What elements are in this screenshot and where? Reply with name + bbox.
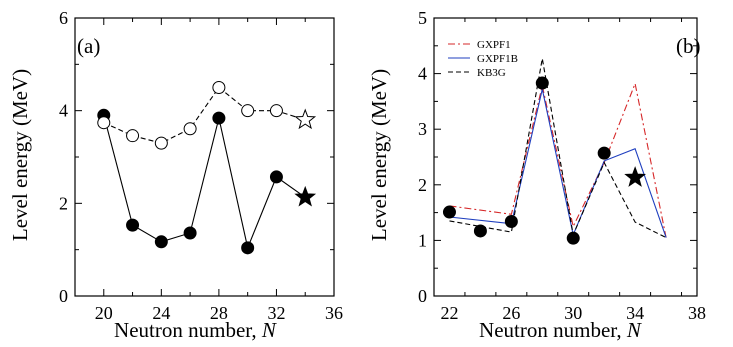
panel-b-x-axis-label-text: Neutron number,	[479, 318, 627, 342]
a-x-tick-label: 28	[210, 303, 228, 323]
b-series-gxpf1b-line	[449, 89, 667, 238]
legend-gxpf1-label: GXPF1	[477, 39, 511, 51]
b-data-point	[504, 214, 518, 228]
b-y-tick-label: 1	[418, 230, 427, 250]
a-data-point	[154, 136, 168, 150]
a-y-tick-label: 4	[59, 101, 68, 121]
panel-b-label: (b)	[676, 34, 701, 58]
a-y-tick-label: 2	[59, 193, 68, 213]
panel-b-series-lines	[449, 58, 667, 239]
legend-kb3g-label: KB3G	[477, 67, 506, 79]
a-x-tick-label: 20	[95, 303, 113, 323]
panel-b-x-axis-label: Neutron number, N	[479, 318, 642, 342]
b-x-tick-label: 26	[502, 303, 520, 323]
a-x-tick-label: 32	[267, 303, 285, 323]
b-y-tick-label: 2	[418, 175, 427, 195]
a-data-point	[183, 226, 197, 240]
panel-b-markers	[442, 76, 646, 245]
panel-a-markers	[97, 81, 317, 255]
b-y-tick-label: 5	[418, 8, 427, 28]
a-data-point	[183, 122, 197, 136]
b-data-point	[597, 146, 611, 160]
b-x-tick-label: 22	[440, 303, 458, 323]
a-data-point	[241, 104, 255, 118]
panel-a-label: (a)	[77, 34, 100, 58]
b-data-point	[535, 76, 549, 90]
a-y-tick-label: 6	[59, 8, 68, 28]
b-y-tick-label: 0	[418, 286, 427, 306]
b-x-tick-label: 30	[564, 303, 582, 323]
a-data-point	[241, 241, 255, 255]
b-y-tick-label: 3	[418, 119, 427, 139]
a-star-point	[294, 185, 317, 207]
legend-gxpf1b-label: GXPF1B	[477, 53, 518, 65]
a-x-tick-label: 36	[325, 303, 343, 323]
a-x-tick-label: 24	[152, 303, 170, 323]
a-data-point	[212, 81, 226, 94]
panel-a-plot-area	[74, 17, 335, 297]
panel-a-y-axis-label: Level energy (MeV)	[8, 69, 32, 241]
panel-b-legend: GXPF1 GXPF1B KB3G	[448, 39, 518, 79]
b-axes-frame	[433, 17, 698, 297]
a-star-point	[294, 108, 317, 130]
a-axes-frame	[74, 17, 335, 297]
b-data-point	[442, 205, 456, 219]
a-data-point	[126, 129, 140, 143]
a-data-point	[212, 111, 226, 125]
b-x-tick-label: 34	[626, 303, 644, 323]
panel-a-x-axis-label-text: Neutron number,	[114, 318, 262, 342]
panel-a-x-axis-label: Neutron number, N	[114, 318, 277, 342]
b-series-gxpf1-line	[449, 81, 667, 238]
a-data-point	[269, 104, 283, 118]
panel-a-x-axis-variable: N	[261, 318, 277, 342]
b-data-point	[473, 224, 487, 238]
a-data-point	[269, 170, 283, 184]
b-y-tick-label: 4	[418, 64, 427, 84]
b-data-point	[566, 231, 580, 245]
panel-b-x-axis-variable: N	[626, 318, 642, 342]
panel-b-plot-area	[433, 17, 698, 297]
b-star-point	[624, 166, 646, 187]
a-data-point	[126, 218, 140, 232]
a-data-point	[97, 116, 111, 130]
a-data-point	[154, 235, 168, 249]
panel-b-y-axis-label: Level energy (MeV)	[367, 69, 391, 241]
a-y-tick-label: 0	[59, 286, 68, 306]
b-x-tick-label: 38	[688, 303, 706, 323]
